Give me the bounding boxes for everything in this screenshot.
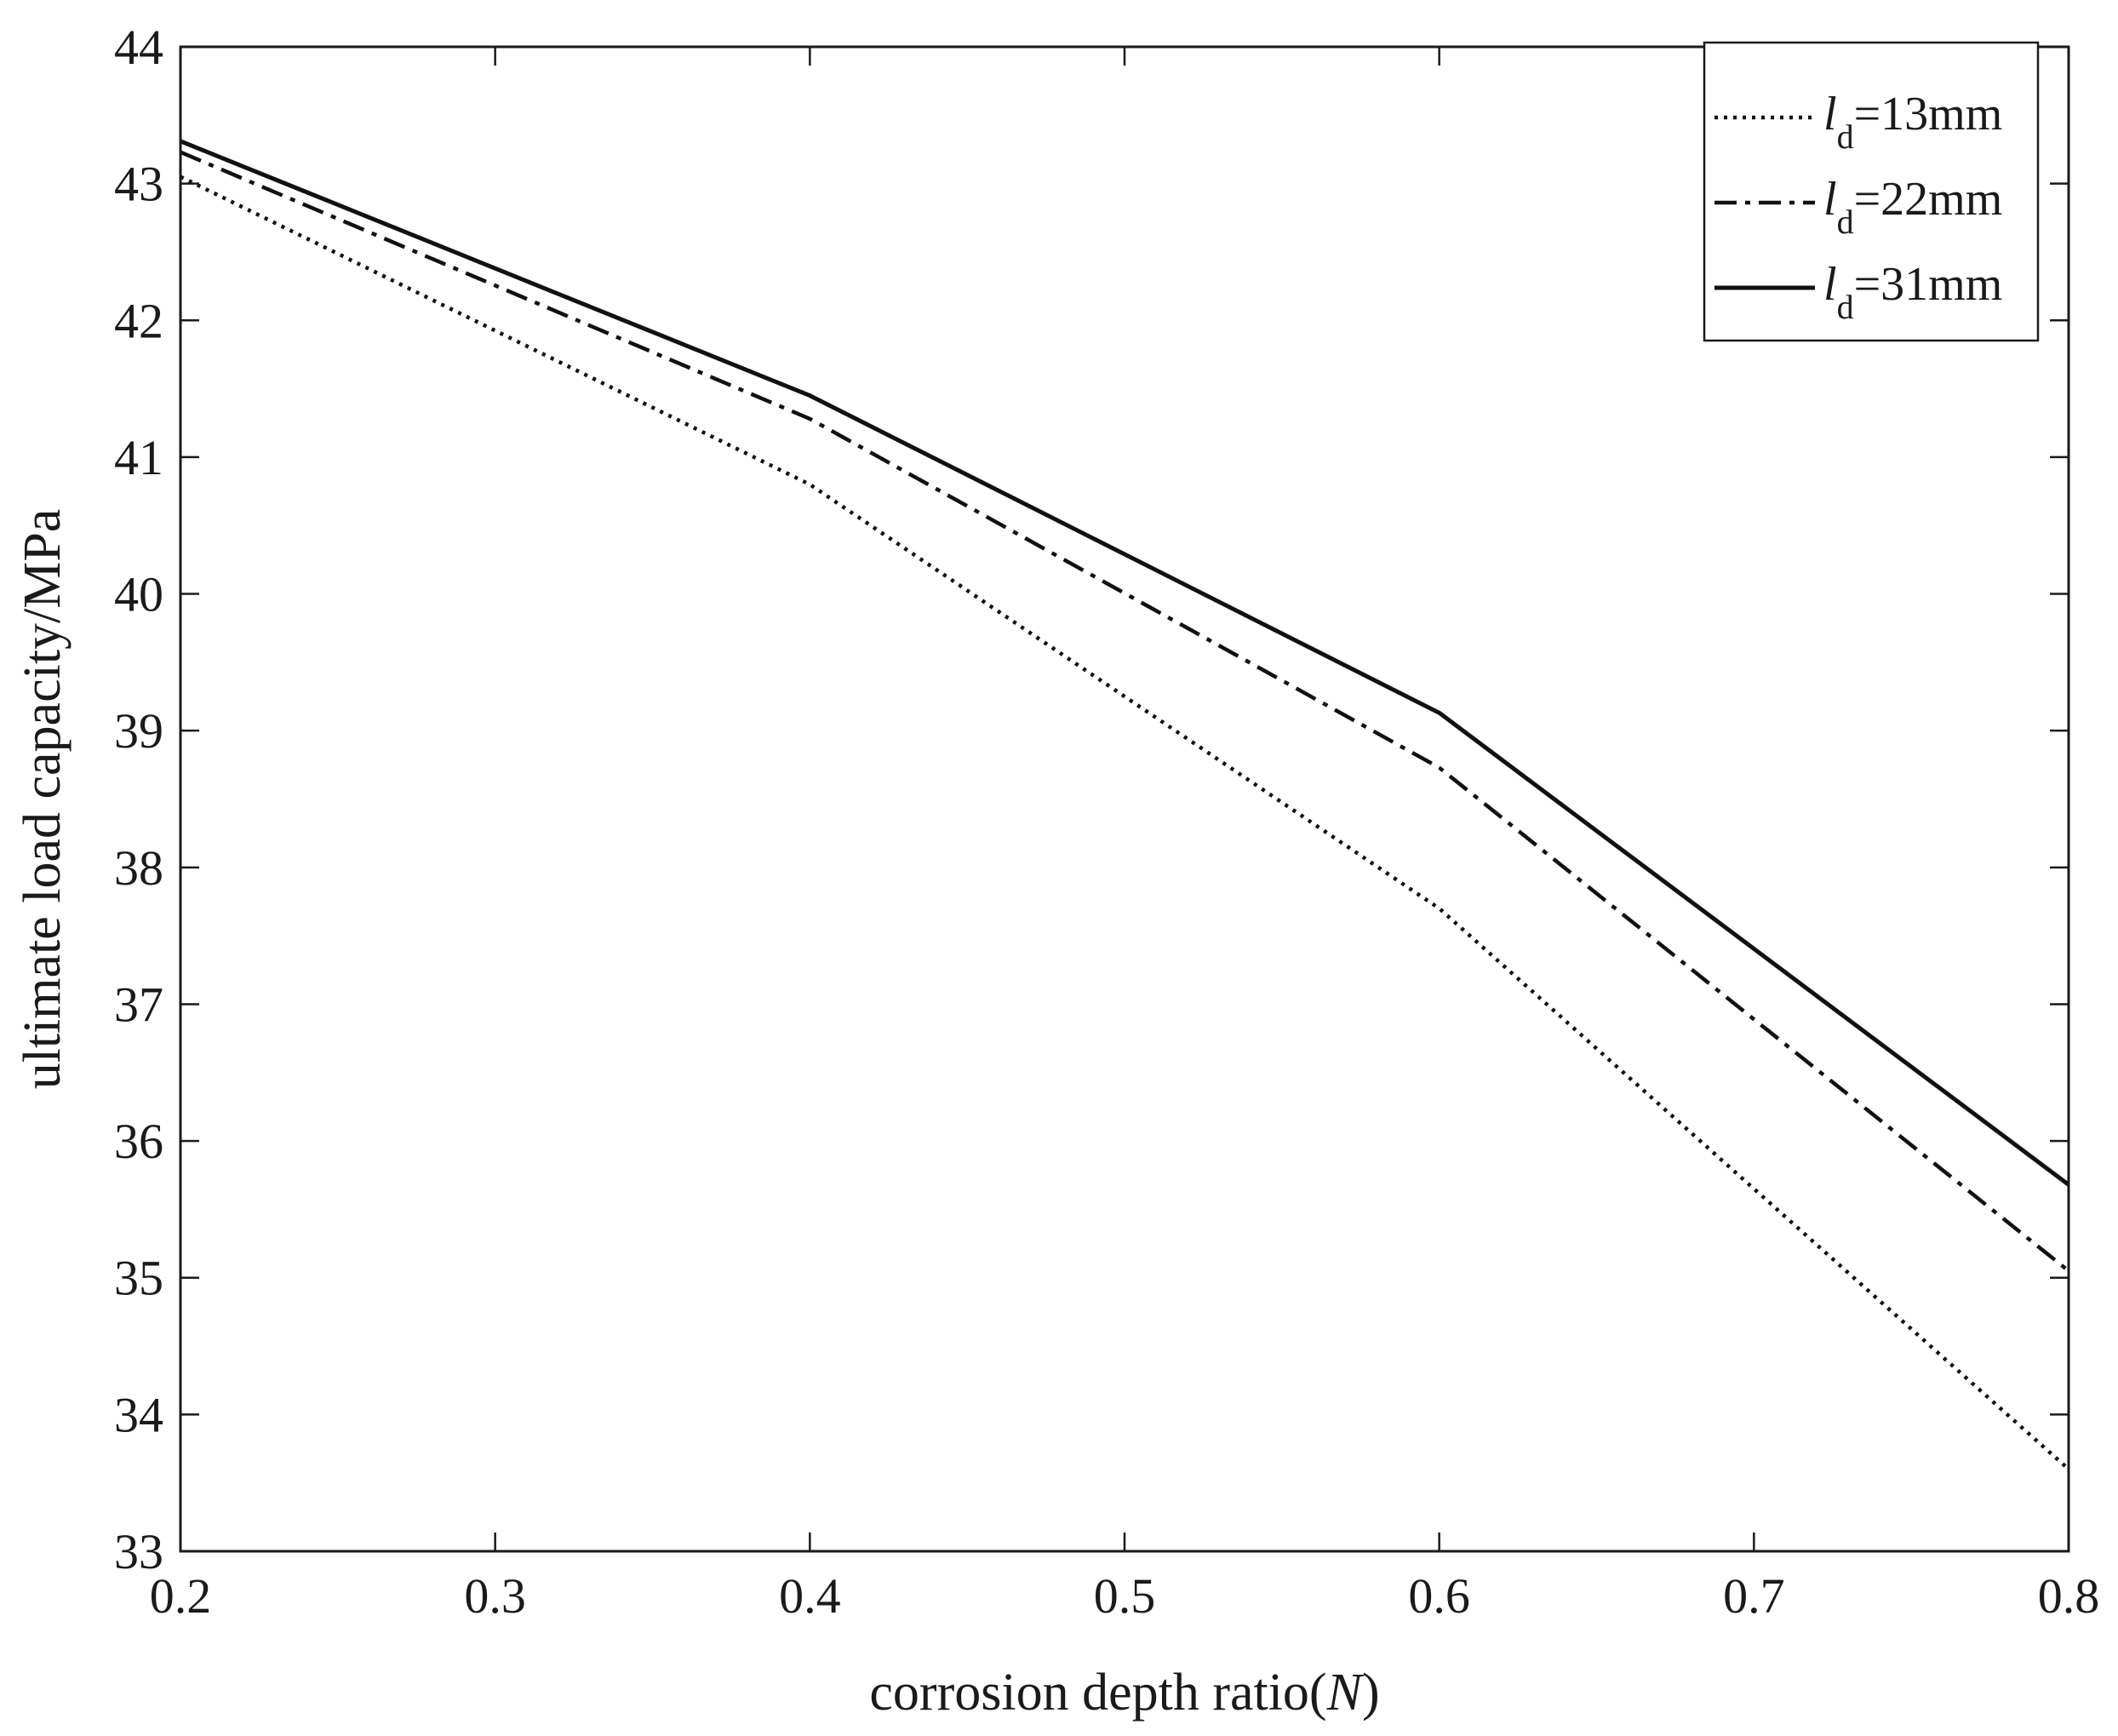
y-tick-label: 44 (114, 20, 163, 75)
series-line-1 (180, 175, 2070, 1471)
series-line-2 (180, 150, 2070, 1273)
x-tick-label: 0.7 (1723, 1568, 1785, 1624)
y-tick-label: 42 (114, 293, 163, 348)
y-tick-label: 43 (114, 157, 163, 212)
legend-box (1703, 41, 2040, 342)
legend-item: ld=22mm (1714, 173, 2002, 241)
plot-frame (179, 45, 2070, 1553)
legend-label: ld=22mm (1823, 173, 2002, 241)
y-tick-label: 33 (114, 1524, 163, 1579)
y-tick-label: 40 (114, 567, 163, 622)
legend-label: ld=31mm (1823, 258, 2002, 326)
y-tick-label: 39 (114, 703, 163, 759)
x-axis-title-var: N (1326, 1664, 1365, 1722)
x-tick-labels: 0.2 0.3 0.4 0.5 0.6 0.7 0.8 (150, 1568, 2100, 1624)
y-tick-labels: 33 34 35 36 37 38 39 40 41 42 43 44 (114, 20, 163, 1579)
y-tick-label: 37 (114, 977, 163, 1032)
legend-label-sub: d (1837, 117, 1854, 156)
x-axis-title: corrosion depth ratio(N) (869, 1664, 1379, 1722)
legend-label: ld=13mm (1823, 88, 2002, 156)
y-tick-label: 34 (114, 1387, 163, 1442)
legend-label-var: l (1823, 173, 1837, 226)
y-tick-label: 36 (114, 1114, 163, 1169)
legend-label-rest: =13mm (1854, 88, 2003, 140)
series-lines (180, 139, 2070, 1471)
legend-item: ld=31mm (1714, 258, 2002, 326)
y-tick-label: 38 (114, 840, 163, 896)
x-axis-title-end: ) (1362, 1664, 1380, 1722)
y-tick-label: 35 (114, 1251, 163, 1306)
legend-label-sub: d (1837, 203, 1854, 241)
legend-label-sub: d (1837, 288, 1854, 326)
x-tick-label: 0.3 (464, 1568, 526, 1624)
x-tick-label: 0.2 (150, 1568, 212, 1624)
legend-label-var: l (1823, 258, 1837, 311)
x-tick-label: 0.6 (1408, 1568, 1470, 1624)
x-tick-label: 0.8 (2038, 1568, 2100, 1624)
y-axis-title: ultimate load capacity/MPa (14, 509, 72, 1090)
legend-label-rest: =31mm (1854, 258, 2003, 311)
x-tick-label: 0.5 (1094, 1568, 1156, 1624)
legend-label-rest: =22mm (1854, 173, 2003, 226)
y-tick-label: 41 (114, 430, 163, 485)
x-axis-title-main: corrosion depth ratio( (869, 1664, 1326, 1722)
series-line-3 (180, 139, 2070, 1187)
legend-label-var: l (1823, 88, 1837, 140)
x-tick-label: 0.4 (779, 1568, 841, 1624)
legend-item: ld=13mm (1714, 88, 2002, 156)
